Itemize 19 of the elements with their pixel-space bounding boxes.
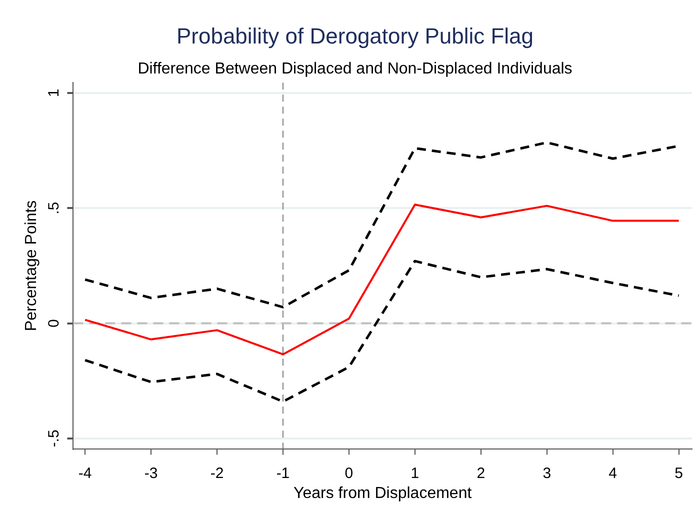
y-tick-label: .5 <box>46 202 63 214</box>
y-tick-label: 1 <box>46 88 63 98</box>
y-tick-label: -.5 <box>46 430 63 448</box>
line-series <box>84 260 680 403</box>
y-tick-label: 0 <box>46 319 63 328</box>
x-tick-label: 5 <box>674 464 683 482</box>
x-tick-label: -3 <box>144 464 158 482</box>
x-tick-label: 0 <box>344 464 354 482</box>
x-tick-label: 1 <box>410 464 420 482</box>
chart-title: Probability of Derogatory Public Flag <box>176 23 534 48</box>
chart-subtitle: Difference Between Displaced and Non-Displaced Individuals <box>138 60 572 78</box>
x-tick-label: -4 <box>78 464 92 482</box>
y-axis-title: Percentage Points <box>23 200 40 332</box>
x-tick-label: 2 <box>476 464 486 482</box>
x-tick-label: -1 <box>276 464 290 482</box>
x-tick-label: 3 <box>542 464 552 482</box>
x-axis-title: Years from Displacement <box>294 484 472 502</box>
x-tick-label: 4 <box>608 464 618 482</box>
x-tick-label: -2 <box>210 464 224 482</box>
